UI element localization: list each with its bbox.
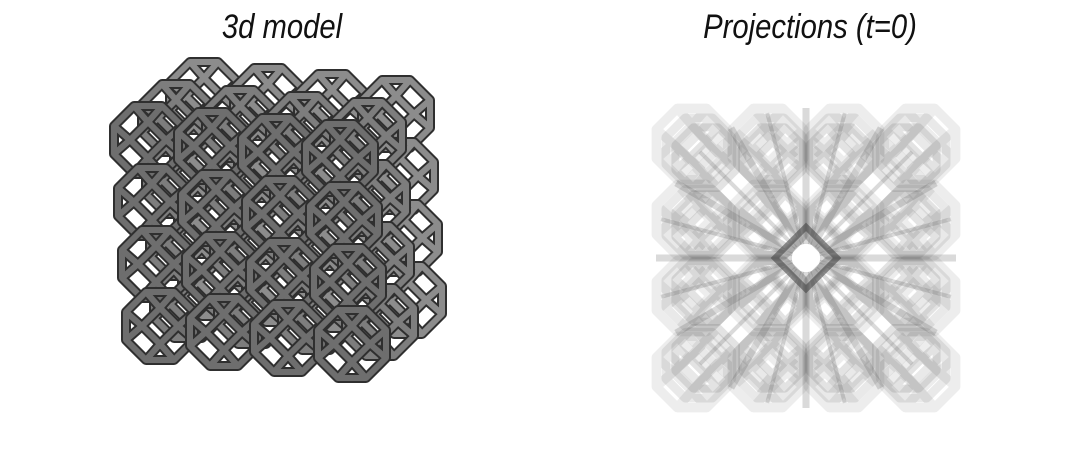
projection-core <box>770 222 842 294</box>
projection-streak <box>765 271 805 404</box>
projection-panel-title: Projections (t=0) <box>703 8 917 46</box>
projection-streak <box>816 179 938 255</box>
projection-streak <box>660 259 793 299</box>
projection-streak <box>819 217 952 257</box>
projection-image <box>656 108 956 408</box>
projection-streak <box>814 266 914 366</box>
3d-lattice-model <box>114 62 442 378</box>
projection-streak <box>674 261 796 337</box>
projection-streak <box>819 259 952 299</box>
projection-streak <box>807 112 847 245</box>
model-panel-title: 3d model <box>221 8 343 46</box>
projection-streak <box>660 217 793 257</box>
projection-streak <box>698 150 798 250</box>
projection-streak <box>809 268 885 390</box>
projection-streak <box>807 271 847 404</box>
projection-streak <box>727 268 803 390</box>
projection-streak <box>698 266 798 366</box>
projection-streak <box>809 126 885 248</box>
projection-streak <box>674 179 796 255</box>
projection-streak <box>814 150 914 250</box>
projection-streak <box>765 112 805 245</box>
projection-streak <box>816 261 938 337</box>
projection-streak <box>727 126 803 248</box>
